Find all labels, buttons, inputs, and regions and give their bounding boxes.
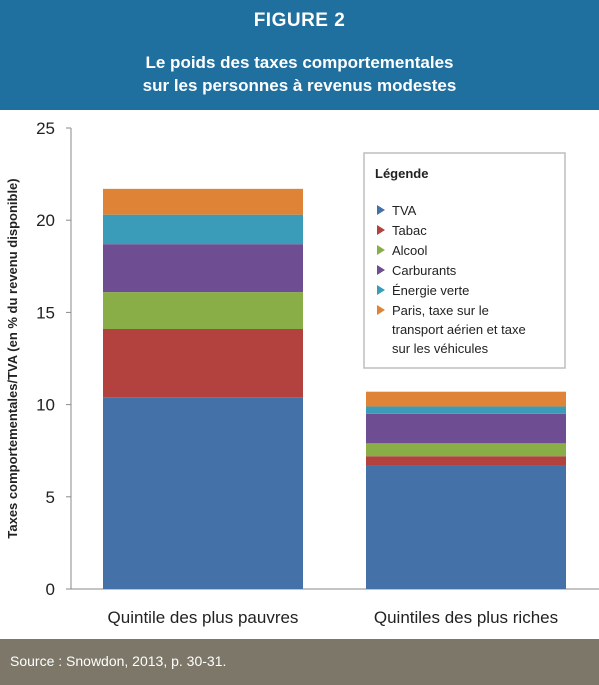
legend-marker-1 [377,225,385,235]
legend-label-2: Alcool [392,243,428,258]
bar-segment-0-cat-1 [366,465,566,589]
y-tick-label: 25 [36,119,55,138]
legend-marker-0 [377,205,385,215]
chart-title-line1: Le poids des taxes comportementales [145,53,454,72]
y-tick-label: 5 [46,488,55,507]
legend-marker-2 [377,245,385,255]
bar-segment-3-cat-1 [366,413,566,444]
legend-label-5: transport aérien et taxe [392,322,526,337]
y-tick-label: 20 [36,211,55,230]
y-tick-label: 0 [46,580,55,599]
source-note: Source : Snowdon, 2013, p. 30-31. [10,653,227,669]
legend-label-4: Énergie verte [392,283,469,298]
figure-header: FIGURE 2 Le poids des taxes comportement… [0,0,599,110]
legend-marker-5 [377,305,385,315]
bar-segment-5-cat-1 [366,391,566,407]
bar-segment-2-cat-1 [366,443,566,457]
bar-segment-3-cat-0 [103,244,303,293]
bar-segment-4-cat-0 [103,214,303,245]
y-tick-label: 10 [36,396,55,415]
figure-footer: Source : Snowdon, 2013, p. 30-31. [0,639,599,685]
stacked-bar-chart: 0 5 10 15 20 25 Taxes comportementales/TVA (en… [5,119,599,627]
bar-segment-0-cat-0 [103,397,303,589]
bar-segment-5-cat-0 [103,188,303,215]
bar-segment-1-cat-0 [103,328,303,398]
y-axis-title: Taxes comportementales/TVA (en % du reve… [5,178,20,538]
legend-title: Légende [375,166,428,181]
legend-label-1: Tabac [392,223,427,238]
legend-box [363,152,566,369]
figure-label: FIGURE 2 [253,10,346,31]
x-category-label: Quintiles des plus riches [374,608,558,627]
legend-label-3: Carburants [392,263,457,278]
bar-segment-4-cat-1 [366,406,566,414]
chart-area: 0 5 10 15 20 25 Taxes comportementales/TVA (en… [0,110,599,639]
legend-label-0: TVA [392,203,417,218]
bar-segment-2-cat-0 [103,292,303,329]
legend-label-5: Paris, taxe sur le [392,303,489,318]
legend-label-5: sur les véhicules [392,341,489,356]
legend-marker-4 [377,285,385,295]
x-category-label: Quintile des plus pauvres [108,608,299,627]
legend-marker-3 [377,265,385,275]
y-tick-label: 15 [36,303,55,322]
chart-title-line2: sur les personnes à revenus modestes [142,76,457,95]
bar-segment-1-cat-1 [366,456,566,466]
